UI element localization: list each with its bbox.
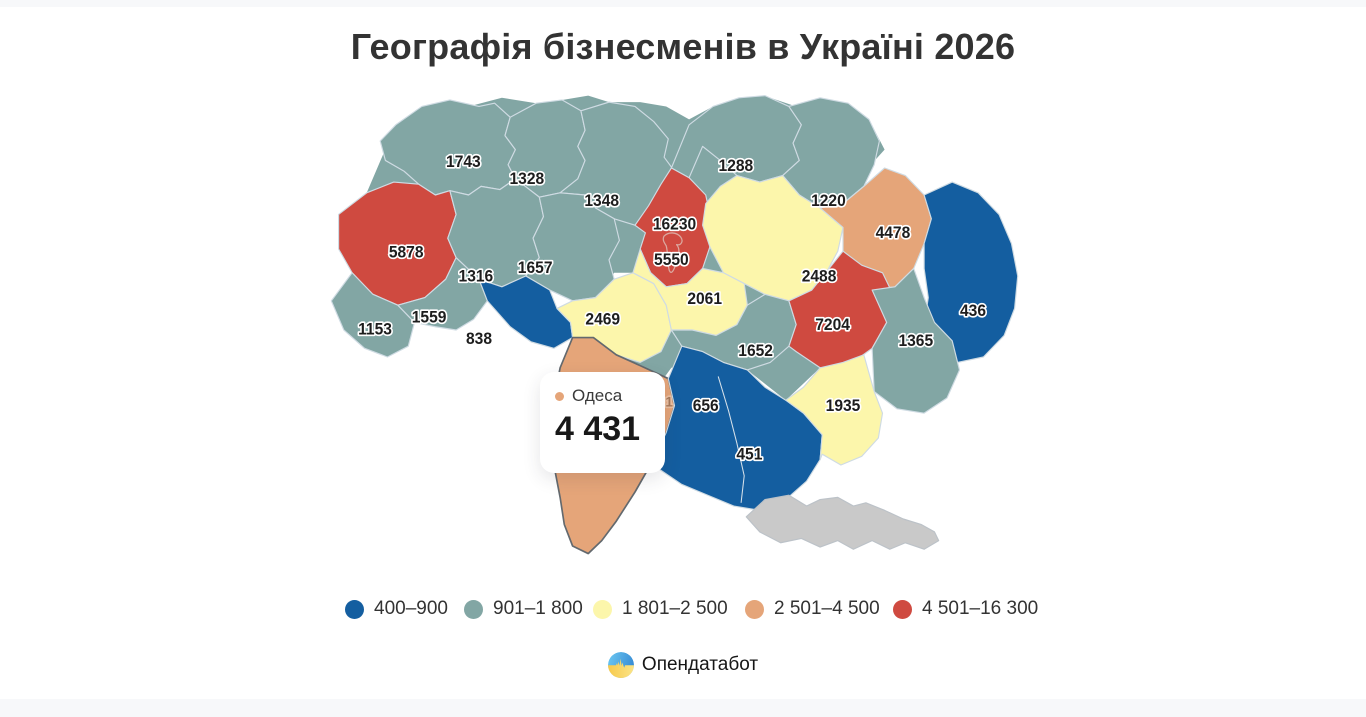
svg-text:656: 656 — [693, 398, 719, 415]
svg-text:1365: 1365 — [898, 333, 933, 350]
svg-text:1348: 1348 — [584, 193, 619, 210]
svg-text:1328: 1328 — [509, 171, 544, 188]
svg-text:7204: 7204 — [815, 317, 850, 334]
svg-text:838: 838 — [466, 331, 492, 348]
svg-text:436: 436 — [960, 303, 986, 320]
svg-text:2469: 2469 — [585, 311, 620, 328]
svg-text:1288: 1288 — [719, 158, 754, 175]
svg-text:16230: 16230 — [653, 216, 697, 233]
svg-text:1220: 1220 — [811, 193, 846, 210]
svg-text:1743: 1743 — [446, 154, 481, 171]
svg-text:1652: 1652 — [738, 343, 773, 360]
svg-text:1559: 1559 — [412, 309, 447, 326]
svg-text:1153: 1153 — [358, 321, 392, 338]
svg-text:4478: 4478 — [876, 225, 911, 242]
svg-text:451: 451 — [736, 446, 762, 463]
svg-text:1657: 1657 — [518, 260, 553, 277]
svg-text:5878: 5878 — [389, 244, 424, 261]
svg-text:5550: 5550 — [654, 252, 689, 269]
svg-text:2488: 2488 — [802, 268, 837, 285]
svg-text:1935: 1935 — [826, 398, 861, 415]
svg-text:1316: 1316 — [459, 268, 494, 285]
svg-text:2061: 2061 — [687, 291, 722, 308]
